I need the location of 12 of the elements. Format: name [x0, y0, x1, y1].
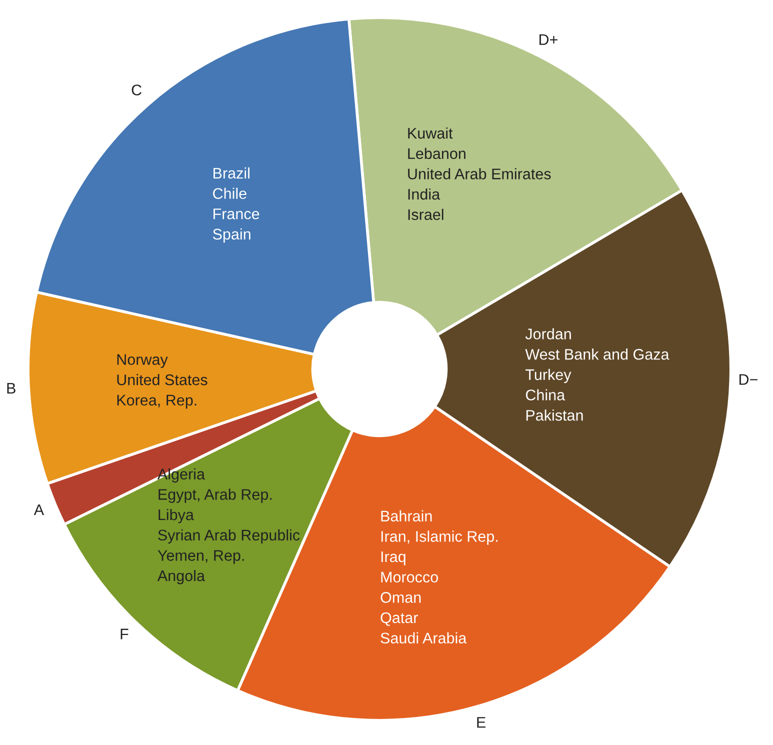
slice-label: C — [132, 84, 142, 96]
slice-label: A — [34, 504, 44, 515]
slice-label: B — [7, 383, 16, 394]
slice-label: F — [120, 628, 128, 640]
text: Bahrain Iran, Islamic Rep. Iraq Morocco Oman Qatar Saudi Arabia — [380, 510, 498, 644]
text: Brazil Chile France Spain — [212, 167, 260, 243]
text: Norway United States Korea, Rep. — [117, 354, 208, 409]
slice-label: D+ — [540, 34, 558, 45]
text: Jordan West Bank and Gaza Turkey China Pakistan — [525, 328, 670, 421]
text: Kuwait Lebanon United Arab Emirates India Israel — [408, 127, 551, 220]
slice-label: E — [477, 717, 486, 728]
slice-label: D− — [739, 374, 758, 385]
